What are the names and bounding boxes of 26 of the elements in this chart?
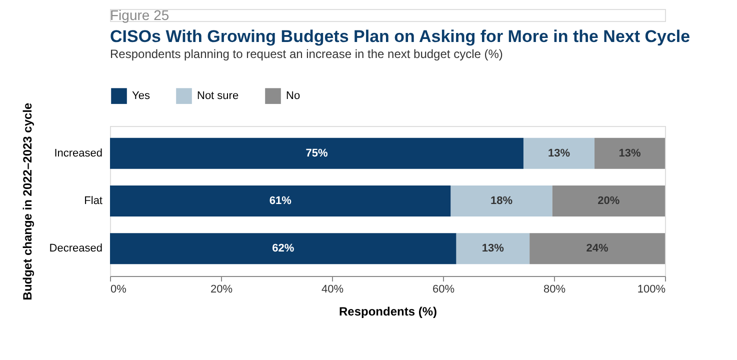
- data-label: 13%: [548, 147, 570, 160]
- y-tick-label: Decreased: [49, 242, 102, 255]
- y-axis-title: Budget change in 2022–2023 cycle: [20, 102, 34, 300]
- data-label: 62%: [272, 242, 294, 255]
- legend-label: Not sure: [197, 90, 239, 102]
- x-tick-label: 20%: [210, 284, 233, 296]
- data-label: 20%: [598, 195, 620, 207]
- chart-title: CISOs With Growing Budgets Plan on Asking for More in the Next Cycle: [110, 27, 690, 46]
- y-tick-label: Increased: [54, 147, 102, 160]
- data-label: 61%: [269, 195, 292, 207]
- legend-label: No: [286, 90, 300, 102]
- chart-subtitle: Respondents planning to request an increase in the next budget cycle (%): [110, 47, 503, 61]
- x-tick-label: 100%: [637, 284, 666, 296]
- x-tick-label: 60%: [432, 284, 455, 296]
- data-label: 18%: [490, 195, 513, 207]
- data-label: 24%: [586, 242, 609, 255]
- data-label: 75%: [306, 147, 328, 160]
- caption: Figure 25: [110, 7, 170, 23]
- x-tick-label: 80%: [543, 284, 566, 296]
- y-tick-label: Flat: [84, 195, 102, 207]
- data-label: 13%: [482, 242, 504, 255]
- x-axis-title: Respondents (%): [338, 304, 438, 318]
- x-tick-label: 40%: [321, 284, 344, 296]
- x-tick-label: 0%: [110, 284, 127, 296]
- legend-label: Yes: [132, 90, 150, 102]
- data-label: 13%: [618, 147, 641, 160]
